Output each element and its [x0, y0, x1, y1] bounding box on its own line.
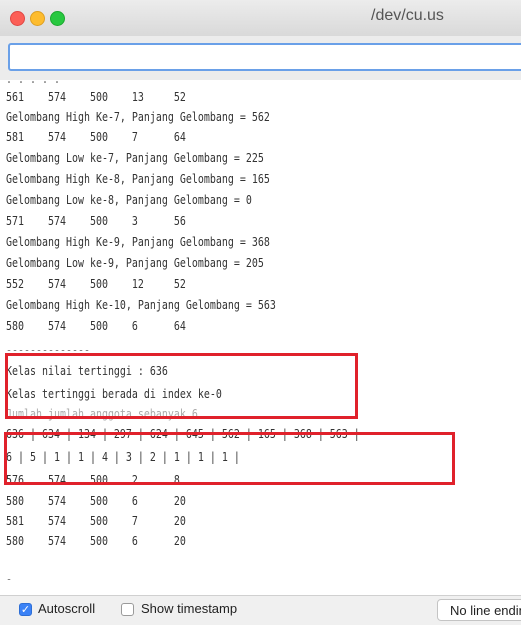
console-line-max-value: Kelas nilai tertinggi : 636: [6, 364, 168, 378]
send-bar: [0, 36, 521, 80]
console-line: Gelombang High Ke-10, Panjang Gelombang …: [6, 298, 276, 312]
line-ending-select[interactable]: No line ending: [437, 599, 521, 621]
console-line: 580 574 500 6 20: [6, 534, 186, 548]
console-line: Gelombang Low ke-7, Panjang Gelombang = …: [6, 151, 264, 165]
console-line: 552 574 500 12 52: [6, 277, 186, 291]
autoscroll-label: Autoscroll: [38, 601, 96, 616]
console-line: 571 574 500 3 56: [6, 214, 186, 228]
console-line: Gelombang Low ke-9, Panjang Gelombang = …: [6, 256, 264, 270]
console-line-counts-row: 6 | 5 | 1 | 1 | 4 | 3 | 2 | 1 | 1 | 1 |: [6, 450, 240, 464]
console-line-separator: -: [6, 572, 13, 586]
console-line: Gelombang High Ke-8, Panjang Gelombang =…: [6, 172, 270, 186]
serial-output[interactable]: . . . . . 561 574 500 13 52 Gelombang Hi…: [0, 80, 521, 595]
console-line: Gelombang High Ke-7, Panjang Gelombang =…: [6, 110, 270, 124]
minimize-window-button[interactable]: [30, 11, 45, 26]
console-line: 580 574 500 6 64: [6, 319, 186, 333]
console-line: 581 574 500 7 64: [6, 130, 186, 144]
console-line: Gelombang Low ke-8, Panjang Gelombang = …: [6, 193, 252, 207]
window-title: /dev/cu.us: [371, 7, 444, 24]
title-bar: /dev/cu.us: [0, 0, 521, 37]
autoscroll-checkbox[interactable]: ✓: [19, 603, 32, 616]
console-line: 580 574 500 6 20: [6, 494, 186, 508]
highlight-box-array: [4, 432, 455, 485]
console-line: Gelombang High Ke-9, Panjang Gelombang =…: [6, 235, 270, 249]
console-line-clipped: . . . . .: [6, 80, 60, 89]
close-window-button[interactable]: [10, 11, 25, 26]
console-line-max-index: Kelas tertinggi berada di index ke-0: [6, 387, 222, 401]
show-timestamp-label: Show timestamp: [141, 601, 238, 616]
zoom-window-button[interactable]: [50, 11, 65, 26]
serial-input[interactable]: [8, 43, 521, 71]
show-timestamp-checkbox[interactable]: [121, 603, 134, 616]
highlight-box-max: [5, 353, 358, 419]
footer-bar: ✓ Autoscroll Show timestamp No line endi…: [0, 595, 521, 625]
console-line: 581 574 500 7 20: [6, 514, 186, 528]
console-line: 561 574 500 13 52: [6, 90, 186, 104]
